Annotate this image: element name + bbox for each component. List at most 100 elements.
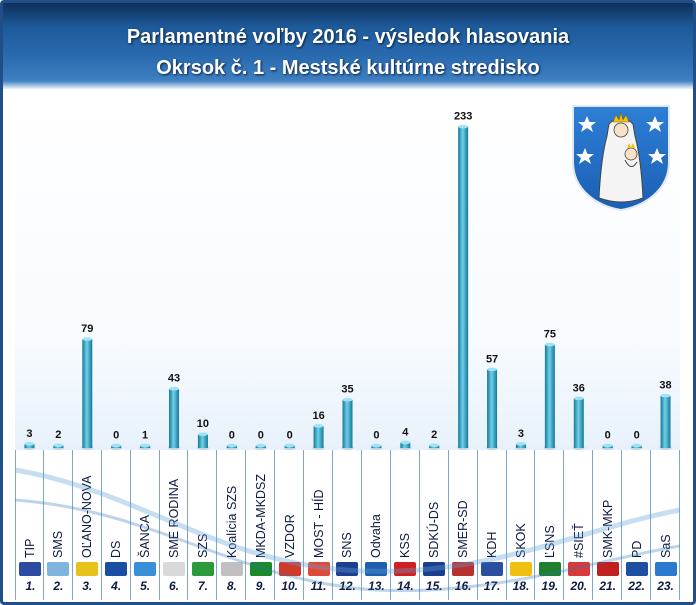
coat-of-arms-icon: [572, 105, 670, 212]
category-label-box: Koalícia SZS: [217, 452, 246, 558]
category-label-box: SaS: [651, 452, 680, 558]
category-label: Odvaha: [369, 514, 384, 558]
bar-cap: [111, 443, 122, 448]
party-number: 3.: [82, 579, 93, 593]
party-number: 21.: [599, 579, 617, 593]
party-cell: SME RODINA 6.: [160, 450, 189, 600]
bar-cap: [400, 440, 411, 445]
party-number: 16.: [454, 579, 472, 593]
category-label: ŠANCA: [138, 514, 153, 558]
data-label: 10: [197, 418, 209, 430]
party-cell: DS 4.: [102, 450, 131, 600]
party-number: 8.: [226, 579, 237, 593]
party-cell: Koalícia SZS 8.: [217, 450, 247, 600]
category-label-box: PD: [622, 452, 651, 558]
data-label: 36: [573, 382, 585, 394]
category-label-box: SMS: [44, 452, 73, 558]
category-label: SMER-SD: [456, 500, 471, 558]
party-cell: SKOK 18.: [507, 450, 536, 600]
party-cell: PD 22.: [622, 450, 652, 600]
bar-cap: [197, 432, 208, 437]
bar-20: [573, 398, 584, 448]
bar-cap: [602, 443, 613, 448]
party-number: 22.: [628, 579, 645, 593]
bar-cap: [660, 393, 671, 398]
category-label-box: OĽANO-NOVA: [73, 452, 102, 558]
category-label: KDH: [485, 531, 500, 558]
category-label-box: SNS: [333, 452, 362, 558]
bar-cap: [342, 397, 353, 402]
bar-23: [660, 395, 671, 448]
category-label: KSS: [398, 532, 413, 558]
bar-cap: [458, 124, 469, 129]
siet-logo-icon: [567, 562, 590, 576]
party-number: 11.: [310, 579, 327, 593]
party-number: 1.: [25, 579, 36, 593]
bar-cap: [487, 367, 498, 372]
data-label: 79: [81, 323, 93, 335]
sme-rodina-logo-icon: [163, 562, 186, 576]
category-label-box: DS: [102, 452, 131, 558]
party-number: 20.: [570, 579, 588, 593]
category-label-box: SMK-MKP: [593, 452, 622, 558]
party-number: 13.: [368, 579, 385, 593]
party-cell: TIP 1.: [15, 450, 44, 600]
party-cell: SDKÚ-DS 15.: [420, 450, 449, 600]
category-label-box: ŠANCA: [131, 452, 160, 558]
plot-area: 3 2 79 0 1 43 10 0 0 0 16 35 0 4 2 233 57 3 75 36 0 0 38: [15, 95, 680, 450]
party-number: 23.: [657, 579, 674, 593]
party-number: 18.: [512, 579, 530, 593]
bar-cap: [573, 396, 584, 401]
category-label: SaS: [658, 534, 673, 558]
data-label: 4: [402, 426, 409, 438]
bar-cap: [429, 443, 440, 448]
tip-logo-icon: [19, 562, 42, 576]
smk-logo-icon: [596, 562, 619, 576]
category-label: ĽSNS: [542, 525, 557, 558]
category-label: MKDA-MKDSZ: [253, 473, 268, 558]
party-axis: TIP 1. SMS 2. OĽANO-NOVA 3. DS 4. ŠANCA 5. SME ROD…: [15, 450, 680, 600]
bar-cap: [371, 443, 382, 448]
bar-11: [313, 425, 324, 448]
data-label: 0: [113, 430, 119, 442]
bar-12: [342, 399, 353, 448]
category-label-box: ĽSNS: [535, 452, 564, 558]
category-label: OĽANO-NOVA: [80, 475, 95, 558]
party-cell: KSS 14.: [391, 450, 420, 600]
category-label: MOST - HÍD: [311, 489, 326, 558]
category-label-box: SZS: [188, 452, 217, 558]
data-label: 16: [312, 410, 324, 422]
party-cell: KDH 17.: [478, 450, 507, 600]
party-number: 9.: [255, 579, 266, 593]
data-label: 38: [659, 380, 671, 392]
most-hid-logo-icon: [307, 562, 330, 576]
category-label: SKOK: [513, 523, 528, 558]
bar-cap: [313, 424, 324, 428]
data-label: 0: [287, 430, 293, 442]
category-label: SZS: [195, 533, 210, 558]
party-cell: SMK-MKP 21.: [593, 450, 623, 600]
bar-1: [24, 443, 35, 448]
party-cell: OĽANO-NOVA 3.: [73, 450, 102, 600]
category-label: SMK-MKP: [600, 499, 615, 558]
odvaha-logo-icon: [365, 562, 388, 576]
category-label-box: KSS: [391, 452, 420, 558]
category-label: SDKÚ-DS: [427, 501, 442, 558]
category-label-box: SME RODINA: [160, 452, 189, 558]
party-number: 12.: [339, 579, 356, 593]
pd-logo-icon: [625, 562, 648, 576]
szs-logo-icon: [191, 562, 214, 576]
vzdor-logo-icon: [278, 562, 301, 576]
party-number: 14.: [396, 579, 414, 593]
sdku-logo-icon: [423, 562, 446, 576]
bar-cap: [226, 443, 237, 448]
kdh-logo-icon: [481, 562, 504, 576]
bar-18: [515, 443, 526, 448]
category-label-box: MKDA-MKDSZ: [246, 452, 275, 558]
data-label: 43: [168, 373, 180, 385]
sanca-logo-icon: [134, 562, 157, 576]
bar-cap: [53, 443, 64, 448]
bar-6: [169, 388, 180, 448]
party-number: 17.: [483, 579, 501, 593]
party-cell: MKDA-MKDSZ 9.: [246, 450, 276, 600]
